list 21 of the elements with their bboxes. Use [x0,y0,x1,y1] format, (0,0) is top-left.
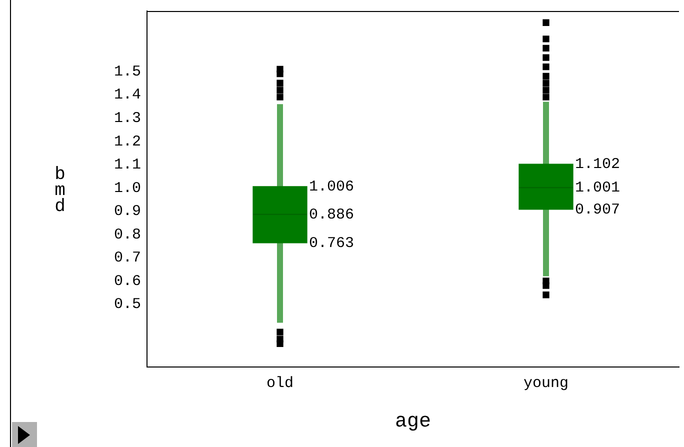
annotation: 0.763 [309,234,354,252]
y-tick-label: 0.9 [114,203,141,220]
y-tick-label: 0.6 [114,272,141,290]
y-axis-title: bmd [54,164,66,217]
y-tick-label: 0.8 [114,226,141,244]
x-axis-title: age [394,410,432,434]
y-tick-label: 0.7 [114,250,141,267]
x-tick-label: old [266,374,294,392]
annotation: 1.001 [575,180,620,197]
y-tick-label: 1.2 [114,133,141,150]
annotation: 0.907 [575,201,620,218]
annotation: 1.102 [575,156,620,174]
annotation: 1.006 [309,178,354,196]
y-tick-label: 0.5 [114,296,141,314]
x-tick-label: young [523,374,569,392]
y-tick-label: 1.5 [114,63,141,80]
y-tick-label: 1.3 [114,110,141,127]
y-tick-label: 1.1 [114,156,141,174]
y-tick-label: 1.4 [114,86,141,104]
annotation: 0.886 [309,206,354,224]
y-tick-label: 1.0 [114,180,141,197]
